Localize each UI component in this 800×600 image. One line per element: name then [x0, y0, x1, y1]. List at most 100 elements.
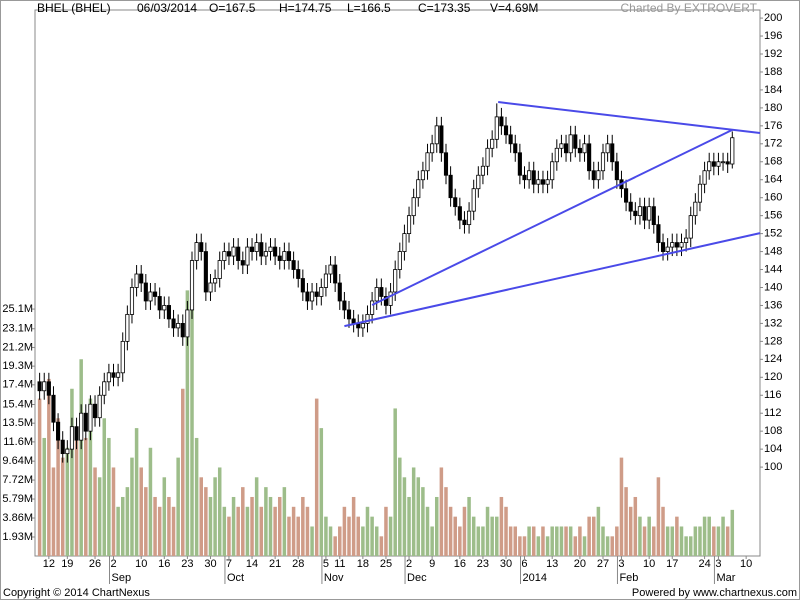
candle-body — [365, 314, 370, 324]
candle-body — [563, 143, 569, 154]
volume-bar — [702, 516, 707, 556]
volume-bar — [102, 418, 107, 556]
candle-body — [587, 143, 592, 172]
candle-body — [453, 197, 458, 208]
candle-body — [88, 403, 93, 432]
volume-bar — [665, 526, 670, 556]
candle-body — [166, 305, 171, 320]
candle-body — [605, 143, 610, 154]
volume-bar — [194, 437, 199, 556]
candle-body — [194, 242, 199, 261]
volume-bar — [305, 506, 310, 556]
volume-bar — [693, 526, 698, 556]
x-tick-label: 26 — [89, 558, 101, 570]
volume-bar — [319, 428, 324, 556]
volume-bar — [592, 516, 596, 556]
candle-body — [711, 161, 716, 167]
price-tick-label: 148 — [764, 245, 782, 257]
volume-bar — [379, 536, 384, 556]
candle-body — [697, 183, 703, 203]
x-tick-label: 16 — [454, 558, 466, 570]
candle-body — [102, 381, 107, 396]
volume-bar — [245, 506, 250, 556]
candle-body — [116, 372, 121, 378]
volume-bar — [582, 536, 587, 556]
candle-body — [37, 381, 42, 392]
powered-by[interactable]: Powered by www.chartnexus.com — [632, 587, 797, 599]
candle-body — [485, 147, 490, 167]
candle-body — [282, 251, 287, 261]
candle-body — [346, 309, 352, 320]
candle-body — [596, 170, 601, 181]
volume-bar — [490, 516, 494, 556]
volume-bar — [568, 526, 573, 556]
candle-body — [176, 323, 181, 329]
x-tick-label: 3 — [618, 558, 624, 570]
price-tick-label: 104 — [764, 443, 782, 455]
price-tick-label: 188 — [764, 66, 782, 78]
x-tick-label: 17 — [666, 558, 678, 570]
candle-body — [425, 152, 430, 172]
candle-body — [490, 138, 495, 149]
volume-bar — [522, 536, 527, 556]
candle-body — [568, 134, 573, 154]
candle-body — [406, 215, 412, 235]
candle-body — [111, 372, 116, 378]
volume-bar — [227, 516, 231, 556]
candle-body — [513, 143, 518, 154]
x-tick-label: 18 — [357, 558, 369, 570]
volume-tick-label: 1.93M — [2, 531, 33, 543]
candle-body — [545, 179, 550, 185]
volume-bar — [241, 487, 245, 556]
candle-body — [74, 426, 79, 441]
candle-body — [226, 251, 232, 257]
volume-bar — [301, 496, 305, 556]
candle-body — [92, 403, 98, 419]
candle-body — [531, 170, 536, 185]
volume-bar — [485, 506, 490, 556]
volume-bar — [351, 496, 356, 556]
candle-body — [286, 251, 292, 261]
volume-bar — [467, 496, 471, 556]
candle-body — [720, 161, 726, 164]
volume-bar — [587, 516, 591, 556]
month-label: Oct — [227, 572, 244, 584]
candle-body — [559, 143, 564, 149]
volume-bar — [605, 536, 610, 556]
candle-body — [503, 125, 509, 136]
candle-body — [536, 179, 541, 185]
low-label: L=166.5 — [347, 1, 391, 15]
trendline — [371, 128, 733, 306]
volume-bar — [93, 467, 97, 556]
candle-body — [467, 210, 472, 226]
x-tick-label: 9 — [429, 558, 435, 570]
volume-bar — [398, 457, 402, 556]
volume-bar — [430, 526, 434, 556]
x-tick-label: 14 — [246, 558, 258, 570]
price-tick-label: 124 — [764, 353, 782, 365]
volume-tick-label: 5.79M — [2, 493, 33, 505]
volume-bar — [421, 487, 425, 556]
volume-bar — [162, 477, 167, 556]
volume-bar — [310, 526, 314, 556]
volume-bar — [707, 516, 711, 556]
candle-body — [402, 233, 407, 252]
candle-body — [383, 296, 389, 306]
candle-body — [217, 260, 222, 279]
volume-bar — [458, 526, 462, 556]
price-tick-label: 140 — [764, 281, 782, 293]
volume-bar — [642, 526, 647, 556]
volume-bar — [51, 467, 56, 556]
month-label: Sep — [112, 572, 132, 584]
candle-body — [420, 170, 425, 181]
volume-bar — [176, 457, 180, 556]
volume-bar — [259, 506, 264, 556]
volume-bar — [222, 506, 227, 556]
candle-body — [106, 372, 111, 383]
candle-body — [508, 134, 513, 145]
volume-bar — [652, 526, 656, 556]
candle-body — [305, 291, 310, 302]
price-tick-label: 116 — [764, 389, 782, 401]
volume-bar — [273, 506, 277, 556]
candle-body — [647, 206, 652, 221]
